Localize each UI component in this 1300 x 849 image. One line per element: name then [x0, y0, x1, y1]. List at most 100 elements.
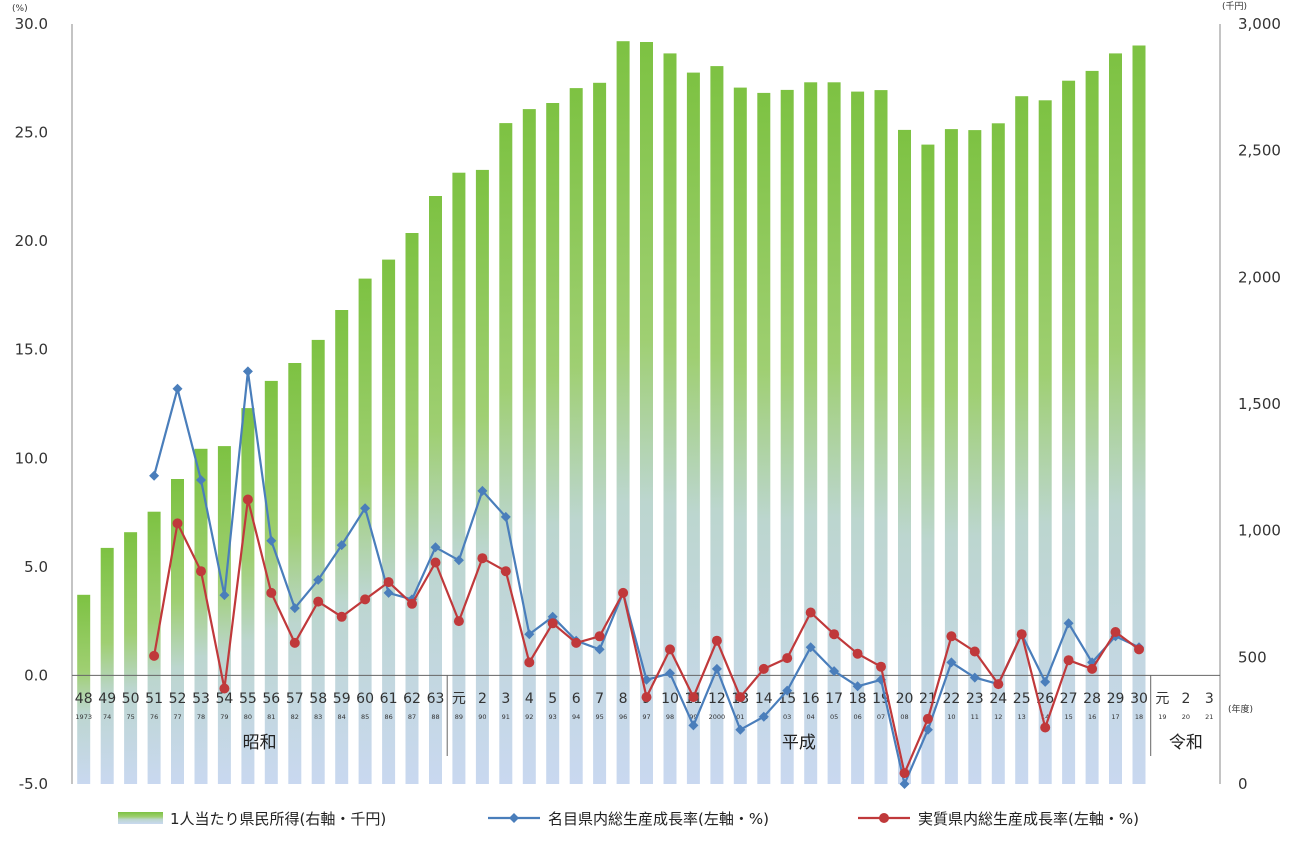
category-sublabel: 74 [103, 713, 111, 721]
real-growth-point [547, 618, 558, 629]
category-label: 24 [989, 691, 1007, 707]
category-sublabel: 96 [619, 713, 627, 721]
real-growth-point [594, 631, 605, 642]
legend-label-real: 実質県内総生産成長率(左軸・%) [918, 810, 1139, 828]
income-bar [499, 123, 513, 785]
left-tick-label: 30.0 [15, 15, 48, 33]
real-growth-point [993, 679, 1004, 690]
category-sublabel: 21 [1205, 713, 1213, 721]
real-growth-point [1110, 627, 1121, 637]
category-sublabel: 95 [595, 713, 603, 721]
category-sublabel: 91 [502, 713, 510, 721]
left-tick-label: 0.0 [24, 666, 48, 684]
category-label: 3 [501, 691, 510, 707]
income-bar [968, 130, 982, 785]
real-growth-point [735, 692, 746, 703]
category-label: 30 [1130, 691, 1148, 707]
category-label: 51 [145, 691, 163, 707]
left-tick-label: 5.0 [24, 558, 48, 576]
category-label: 4 [525, 691, 534, 707]
real-growth-point [571, 637, 582, 648]
nominal-growth-point [477, 485, 488, 496]
category-sublabel: 12 [994, 713, 1002, 721]
real-growth-point [618, 587, 629, 598]
real-growth-point [289, 637, 300, 648]
nominal-growth-point [172, 383, 183, 394]
real-growth-point [641, 692, 652, 703]
nominal-growth-point [430, 542, 441, 553]
income-bar [100, 547, 114, 784]
nominal-growth-point [688, 720, 699, 731]
real-growth-point [383, 577, 394, 588]
income-bar [804, 82, 818, 785]
category-sublabel: 14 [1041, 713, 1049, 721]
category-sublabel: 15 [1064, 713, 1072, 721]
right-tick-label: 1,500 [1238, 395, 1281, 413]
real-growth-point [196, 566, 206, 577]
category-label: 57 [286, 691, 304, 707]
income-bar [616, 41, 630, 784]
nominal-growth-point [360, 503, 371, 514]
category-label: 63 [427, 691, 445, 707]
right-tick-label: 0 [1238, 775, 1248, 793]
era-label: 令和 [1169, 733, 1203, 753]
nominal-growth-point [500, 511, 511, 522]
income-bar [827, 82, 841, 785]
category-sublabel: 20 [1182, 713, 1190, 721]
real-growth-point [1063, 655, 1074, 666]
real-growth-point [922, 713, 933, 724]
category-label: 48 [75, 691, 93, 707]
legend-label-nominal: 名目県内総生産成長率(左軸・%) [548, 810, 769, 828]
category-sublabel: 97 [642, 713, 650, 721]
category-sublabel: 78 [197, 713, 205, 721]
nominal-growth-point [383, 587, 394, 598]
category-label: 12 [708, 691, 726, 707]
income-bar [311, 339, 325, 784]
era-label: 昭和 [243, 733, 277, 753]
income-bar [1132, 45, 1146, 784]
real-growth-point [477, 553, 488, 564]
real-growth-point [899, 768, 910, 779]
right-tick-label: 3,000 [1238, 15, 1281, 33]
real-growth-point [782, 653, 793, 664]
category-label: 55 [239, 691, 257, 707]
category-sublabel: 84 [338, 713, 346, 721]
category-sublabel: 99 [689, 713, 697, 721]
line-series [149, 366, 1144, 789]
category-label: 50 [122, 691, 140, 707]
category-label: 60 [356, 691, 374, 707]
category-label: 53 [192, 691, 210, 707]
category-sublabel: 16 [1088, 713, 1096, 721]
category-sublabel: 77 [173, 713, 181, 721]
real-growth-point [688, 692, 699, 703]
category-sublabel: 79 [220, 713, 228, 721]
income-bar [710, 66, 724, 785]
income-bar [217, 446, 231, 784]
income-bar [1038, 100, 1052, 785]
income-bar [194, 448, 208, 784]
left-tick-label: 10.0 [15, 449, 48, 467]
category-label: 元 [1155, 691, 1169, 707]
category-label: 25 [1013, 691, 1031, 707]
real-growth-point [946, 631, 957, 642]
real-growth-point [453, 616, 464, 627]
nominal-growth-point [735, 724, 746, 735]
left-tick-label: 15.0 [15, 341, 48, 359]
income-bar [522, 109, 536, 785]
category-sublabel: 01 [736, 713, 744, 721]
category-label: 5 [548, 691, 557, 707]
category-sublabel: 03 [783, 713, 791, 721]
category-label: 20 [896, 691, 914, 707]
category-label: 62 [403, 691, 421, 707]
real-growth-point [805, 607, 816, 618]
category-sublabel: 89 [455, 713, 463, 721]
legend-swatch-nominal-marker [509, 813, 519, 823]
category-label: 28 [1083, 691, 1101, 707]
real-growth-point [313, 596, 324, 607]
nominal-growth-point [289, 603, 300, 614]
nominal-growth-point [852, 681, 863, 692]
left-tick-label: 25.0 [15, 124, 48, 142]
real-growth-point [758, 663, 769, 674]
nominal-growth-point [594, 644, 605, 655]
